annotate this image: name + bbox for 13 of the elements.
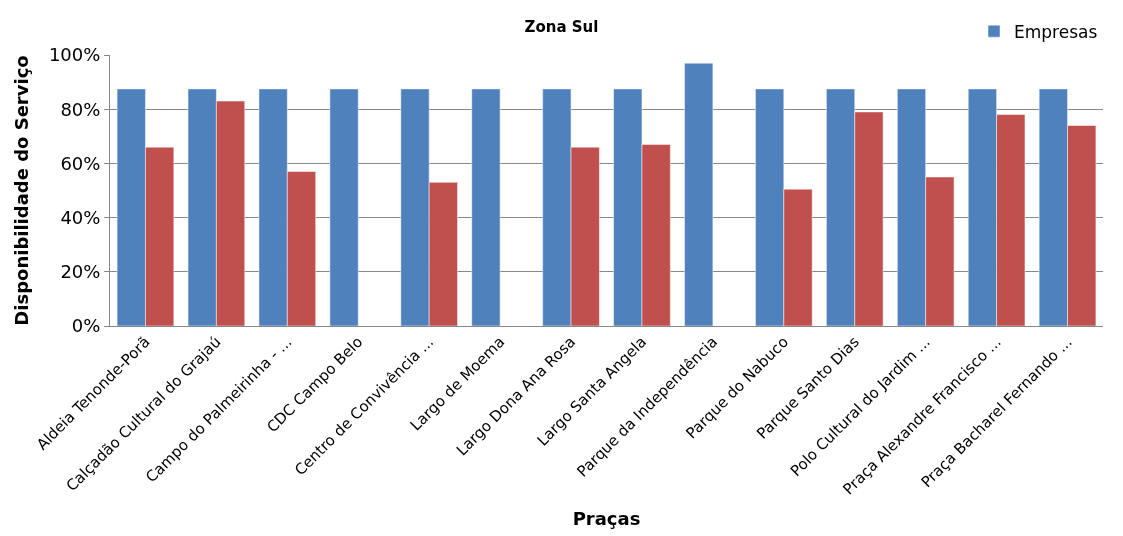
y-axis-title: Disponibilidade do Serviço	[11, 55, 33, 326]
y-tick-label: 40%	[60, 206, 101, 228]
y-tick-label: 20%	[60, 261, 101, 283]
y-tick-label: 0%	[71, 315, 101, 337]
y-tick-label: 100%	[48, 44, 101, 66]
bar	[329, 88, 359, 326]
x-axis-title: Praças	[572, 508, 641, 530]
bar	[684, 62, 714, 326]
y-tick-label: 80%	[60, 98, 101, 120]
legend-label: Empresas	[1014, 21, 1098, 42]
y-tick-label: 60%	[60, 152, 101, 174]
bar	[471, 88, 501, 326]
chart-title: Zona Sul	[524, 17, 599, 36]
